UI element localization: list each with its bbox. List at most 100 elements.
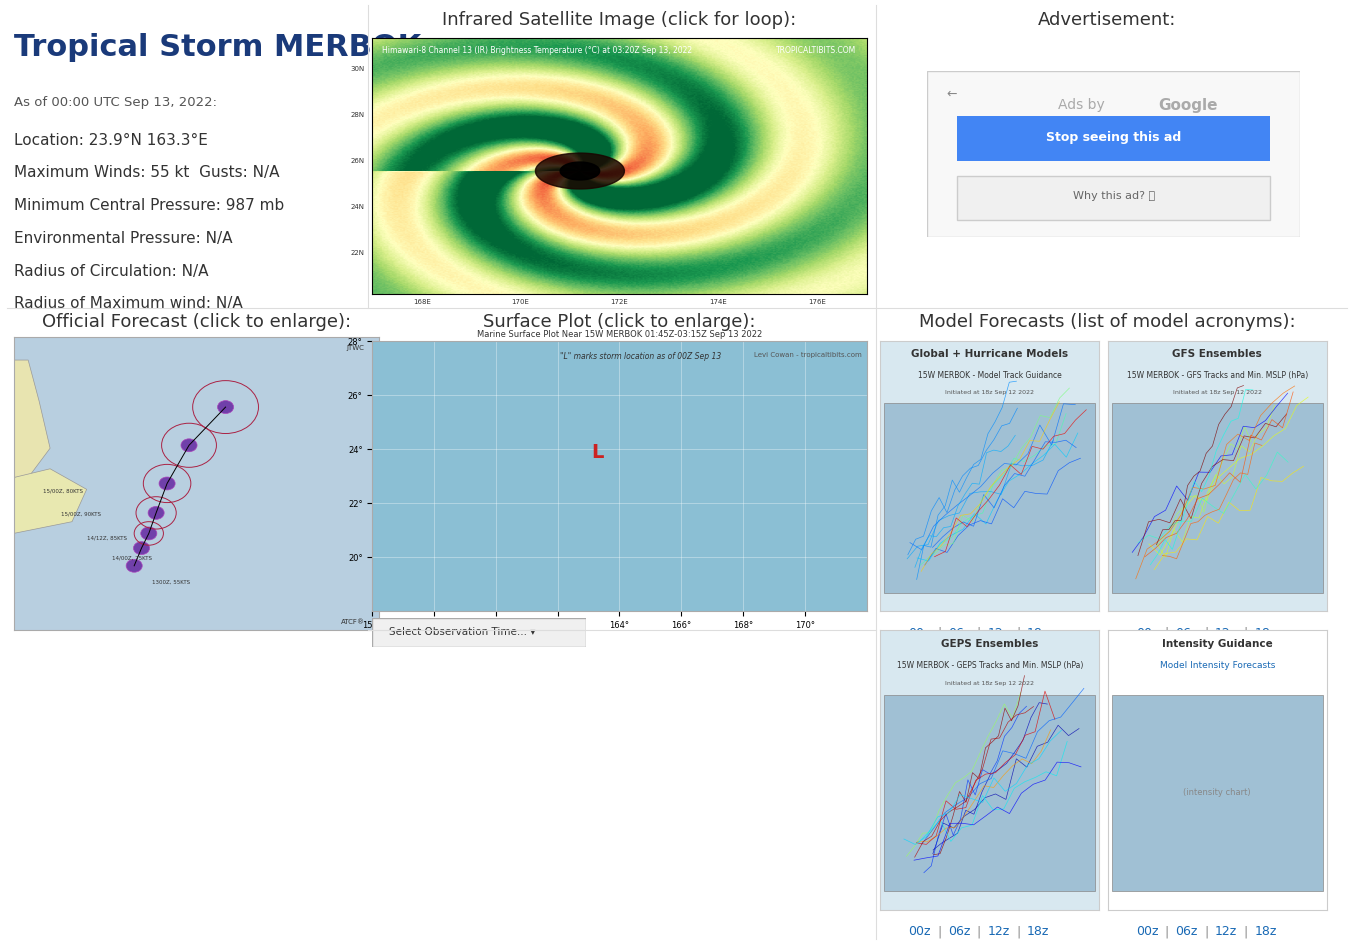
Text: L: L bbox=[592, 443, 604, 462]
FancyBboxPatch shape bbox=[372, 618, 586, 647]
Text: Minimum Central Pressure: 987 mb: Minimum Central Pressure: 987 mb bbox=[14, 198, 284, 213]
Text: 14/00Z, 75KTS: 14/00Z, 75KTS bbox=[112, 556, 152, 561]
Text: Why this ad? ⓘ: Why this ad? ⓘ bbox=[1072, 191, 1155, 201]
Text: 1300Z, 55KTS: 1300Z, 55KTS bbox=[153, 579, 191, 584]
FancyBboxPatch shape bbox=[957, 116, 1270, 160]
Text: |: | bbox=[976, 925, 980, 939]
Text: JTWC: JTWC bbox=[347, 345, 364, 352]
Text: 18z: 18z bbox=[1254, 627, 1277, 640]
Text: Initiated at 18z Sep 12 2022: Initiated at 18z Sep 12 2022 bbox=[945, 681, 1034, 685]
Text: As of 00:00 UTC Sep 13, 2022:: As of 00:00 UTC Sep 13, 2022: bbox=[14, 96, 217, 109]
Text: Intensity Guidance: Intensity Guidance bbox=[1162, 639, 1273, 648]
Text: Google: Google bbox=[1159, 98, 1217, 113]
Circle shape bbox=[126, 559, 142, 573]
Text: 15/00Z, 80KTS: 15/00Z, 80KTS bbox=[43, 488, 83, 493]
Text: Environmental Pressure: N/A: Environmental Pressure: N/A bbox=[14, 231, 232, 246]
Text: 06z: 06z bbox=[948, 925, 971, 939]
Text: Maximum Winds: 55 kt  Gusts: N/A: Maximum Winds: 55 kt Gusts: N/A bbox=[14, 165, 279, 180]
Text: |: | bbox=[976, 627, 980, 640]
Text: 12z: 12z bbox=[987, 627, 1010, 640]
Text: 06z: 06z bbox=[1175, 627, 1198, 640]
Text: 15W MERBOK - GFS Tracks and Min. MSLP (hPa): 15W MERBOK - GFS Tracks and Min. MSLP (h… bbox=[1127, 371, 1308, 380]
Text: |: | bbox=[937, 627, 941, 640]
Bar bbox=[1112, 695, 1323, 890]
Text: |: | bbox=[1243, 925, 1248, 939]
Text: 12z: 12z bbox=[1215, 627, 1238, 640]
Title: Marine Surface Plot Near 15W MERBOK 01:45Z-03:15Z Sep 13 2022: Marine Surface Plot Near 15W MERBOK 01:4… bbox=[477, 330, 762, 339]
Text: 176E: 176E bbox=[808, 299, 826, 305]
Text: |: | bbox=[1164, 925, 1169, 939]
Circle shape bbox=[134, 541, 149, 555]
Polygon shape bbox=[535, 154, 624, 189]
Text: Initiated at 18z Sep 12 2022: Initiated at 18z Sep 12 2022 bbox=[1173, 390, 1262, 395]
Text: 18z: 18z bbox=[1026, 925, 1049, 939]
Text: 15/00Z, 90KTS: 15/00Z, 90KTS bbox=[61, 512, 102, 517]
Polygon shape bbox=[561, 162, 600, 180]
Text: 170E: 170E bbox=[512, 299, 529, 305]
Text: 28N: 28N bbox=[351, 112, 366, 118]
Circle shape bbox=[158, 477, 175, 490]
Text: Model Forecasts (list of model acronyms):: Model Forecasts (list of model acronyms)… bbox=[918, 313, 1296, 331]
Text: ATCF®: ATCF® bbox=[340, 618, 364, 625]
Circle shape bbox=[181, 439, 198, 452]
Polygon shape bbox=[14, 468, 87, 534]
Text: Levi Cowan - tropicaltibits.com: Levi Cowan - tropicaltibits.com bbox=[754, 352, 861, 358]
Text: Ads by: Ads by bbox=[1057, 98, 1109, 112]
Text: 00z: 00z bbox=[1136, 925, 1158, 939]
Text: 12z: 12z bbox=[1215, 925, 1238, 939]
Text: 22N: 22N bbox=[351, 250, 366, 256]
Text: (intensity chart): (intensity chart) bbox=[1183, 788, 1251, 797]
Text: Global + Hurricane Models: Global + Hurricane Models bbox=[911, 350, 1068, 359]
Text: Tropical Storm MERBOK: Tropical Storm MERBOK bbox=[14, 33, 421, 63]
Bar bbox=[1112, 404, 1323, 592]
Text: 15W MERBOK - Model Track Guidance: 15W MERBOK - Model Track Guidance bbox=[918, 371, 1062, 380]
Text: 15W MERBOK - GEPS Tracks and Min. MSLP (hPa): 15W MERBOK - GEPS Tracks and Min. MSLP (… bbox=[896, 661, 1083, 670]
Text: Infrared Satellite Image (click for loop):: Infrared Satellite Image (click for loop… bbox=[443, 11, 796, 28]
Text: "L" marks storm location as of 00Z Sep 13: "L" marks storm location as of 00Z Sep 1… bbox=[561, 352, 722, 361]
Text: 172E: 172E bbox=[611, 299, 628, 305]
Text: GEPS Ensembles: GEPS Ensembles bbox=[941, 639, 1039, 648]
FancyBboxPatch shape bbox=[957, 175, 1270, 221]
Text: 06z: 06z bbox=[948, 627, 971, 640]
Text: |: | bbox=[1204, 925, 1208, 939]
Text: 14/12Z, 85KTS: 14/12Z, 85KTS bbox=[87, 536, 127, 540]
Text: Advertisement:: Advertisement: bbox=[1037, 11, 1177, 28]
Text: |: | bbox=[1243, 627, 1248, 640]
Text: ←: ← bbox=[946, 88, 957, 100]
Text: Select Observation Time... ▾: Select Observation Time... ▾ bbox=[390, 628, 536, 637]
Text: GFS Ensembles: GFS Ensembles bbox=[1173, 350, 1262, 359]
Bar bbox=[884, 404, 1095, 592]
Polygon shape bbox=[14, 360, 50, 478]
Text: Official Forecast (click to enlarge):: Official Forecast (click to enlarge): bbox=[42, 313, 351, 331]
FancyBboxPatch shape bbox=[927, 71, 1300, 237]
Text: |: | bbox=[1164, 627, 1169, 640]
Text: Radius of Circulation: N/A: Radius of Circulation: N/A bbox=[14, 264, 209, 279]
Text: |: | bbox=[937, 925, 941, 939]
Circle shape bbox=[148, 506, 164, 520]
Circle shape bbox=[141, 527, 157, 540]
Text: 174E: 174E bbox=[709, 299, 727, 305]
Text: Model Intensity Forecasts: Model Intensity Forecasts bbox=[1159, 661, 1275, 670]
Text: Himawari-8 Channel 13 (IR) Brightness Temperature (°C) at 03:20Z Sep 13, 2022: Himawari-8 Channel 13 (IR) Brightness Te… bbox=[382, 46, 692, 55]
Text: 26N: 26N bbox=[351, 157, 366, 164]
Text: Radius of Maximum wind: N/A: Radius of Maximum wind: N/A bbox=[14, 296, 242, 311]
Text: 18z: 18z bbox=[1026, 627, 1049, 640]
Text: |: | bbox=[1204, 627, 1208, 640]
Text: 00z: 00z bbox=[909, 627, 930, 640]
Text: 06z: 06z bbox=[1175, 925, 1198, 939]
Text: 30N: 30N bbox=[351, 65, 366, 72]
Text: Initiated at 18z Sep 12 2022: Initiated at 18z Sep 12 2022 bbox=[945, 390, 1034, 395]
Bar bbox=[884, 695, 1095, 890]
Text: 24N: 24N bbox=[351, 204, 366, 210]
Text: |: | bbox=[1016, 627, 1021, 640]
Text: |: | bbox=[1016, 925, 1021, 939]
Text: 00z: 00z bbox=[1136, 627, 1158, 640]
Text: 00z: 00z bbox=[909, 925, 930, 939]
Text: Location: 23.9°N 163.3°E: Location: 23.9°N 163.3°E bbox=[14, 133, 207, 148]
Text: 18z: 18z bbox=[1254, 925, 1277, 939]
Text: TROPICALTIBITS.COM: TROPICALTIBITS.COM bbox=[776, 46, 857, 55]
Text: Stop seeing this ad: Stop seeing this ad bbox=[1047, 131, 1181, 144]
Text: 12z: 12z bbox=[987, 925, 1010, 939]
Circle shape bbox=[218, 401, 234, 413]
Text: Surface Plot (click to enlarge):: Surface Plot (click to enlarge): bbox=[483, 313, 756, 331]
